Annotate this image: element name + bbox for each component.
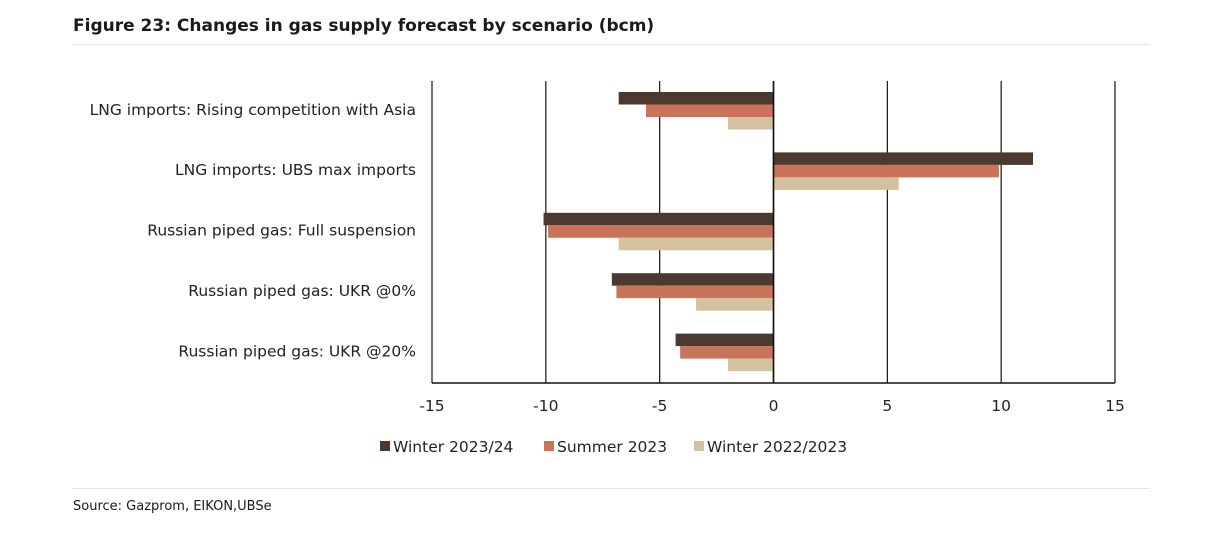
chart-title: Figure 23: Changes in gas supply forecas… — [73, 16, 655, 36]
category-label: Russian piped gas: Full suspension — [147, 222, 416, 240]
bar-4-2 — [727, 358, 774, 372]
category-label: LNG imports: UBS max imports — [175, 161, 416, 179]
x-tick-label: 15 — [1105, 397, 1125, 415]
legend-swatch-0 — [380, 441, 390, 451]
source-note: Source: Gazprom, EIKON,UBSe — [73, 499, 272, 514]
bar-0-2 — [727, 117, 774, 130]
bar-3-1 — [616, 285, 774, 299]
tick-labels: -15 -10 -5 0 5 10 15 — [419, 397, 1125, 415]
x-tick-label: 0 — [769, 397, 779, 415]
legend-label-0: Winter 2023/24 — [393, 438, 513, 456]
bar-2-1 — [548, 225, 774, 238]
bar-4-0 — [675, 333, 774, 347]
bar-4-1 — [680, 346, 774, 359]
legend-label-2: Winter 2022/2023 — [707, 438, 847, 456]
axes — [432, 81, 1115, 384]
x-tick-label: -10 — [533, 397, 558, 415]
legend-swatch-1 — [544, 441, 554, 451]
bars — [543, 92, 1034, 372]
category-labels: LNG imports: Rising competition with Asi… — [90, 101, 416, 361]
x-tick-label: -5 — [652, 397, 667, 415]
bar-2-2 — [618, 237, 774, 251]
bar-1-0 — [773, 152, 1034, 165]
bar-1-2 — [773, 177, 899, 190]
legend-label-1: Summer 2023 — [557, 438, 667, 456]
bar-0-0 — [618, 92, 774, 105]
x-tick-label: 10 — [991, 397, 1011, 415]
x-tick-label: -15 — [419, 397, 444, 415]
category-label: Russian piped gas: UKR @20% — [178, 342, 416, 360]
x-tick-label: 5 — [882, 397, 892, 415]
category-label: LNG imports: Rising competition with Asi… — [90, 101, 416, 119]
bar-3-0 — [611, 273, 774, 286]
source-divider — [73, 488, 1150, 489]
legend-swatch-2 — [694, 441, 704, 451]
category-label: Russian piped gas: UKR @0% — [188, 282, 416, 300]
bar-1-1 — [773, 164, 999, 178]
legend: Winter 2023/24 Summer 2023 Winter 2022/202… — [380, 438, 847, 456]
title-divider — [73, 44, 1150, 45]
bar-2-0 — [543, 212, 774, 226]
bar-0-1 — [646, 104, 774, 117]
bar-3-2 — [696, 298, 774, 311]
